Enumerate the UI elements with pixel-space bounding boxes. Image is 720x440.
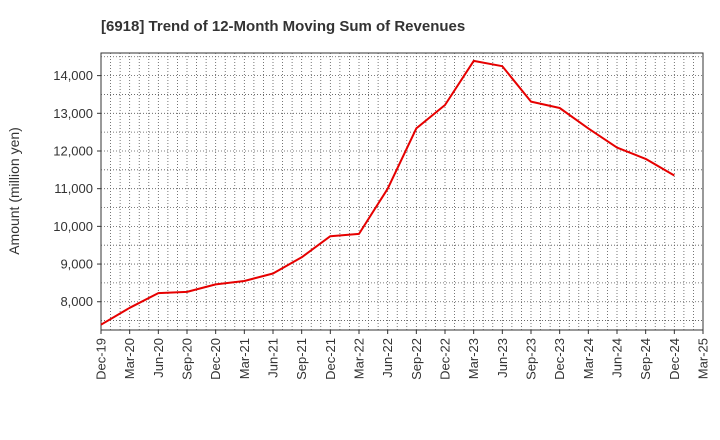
series-line: [100, 59, 675, 326]
y-axis-label: Amount (million yen): [6, 127, 22, 255]
chart-title: [6918] Trend of 12-Month Moving Sum of R…: [101, 18, 465, 35]
x-tick-label: Sep-22: [409, 338, 424, 380]
x-tick-label: Sep-20: [180, 338, 195, 380]
y-tick-label: 10,000: [53, 219, 93, 234]
x-tick-label: Jun-22: [380, 338, 395, 378]
x-tick-label: Mar-25: [696, 338, 711, 379]
x-tick-label: Mar-23: [466, 338, 481, 379]
y-tick-label: 13,000: [53, 106, 93, 121]
x-tick-label: Mar-22: [352, 338, 367, 379]
x-tick-label: Sep-23: [524, 338, 539, 380]
series-layer: [100, 59, 675, 326]
x-tick-label: Mar-21: [237, 338, 252, 379]
grid-lines: [101, 53, 703, 330]
x-tick-label: Dec-20: [208, 338, 223, 380]
y-tick-label: 11,000: [54, 181, 93, 196]
x-tick-label: Dec-23: [552, 338, 567, 380]
y-tick-label: 12,000: [53, 143, 93, 158]
x-tick-labels: Dec-19 Mar-20 Jun-20 Sep-20 Dec-20 Mar-21 Jun-…: [94, 330, 711, 380]
y-tick-label: 14,000: [53, 68, 93, 83]
x-tick-label: Dec-22: [438, 338, 453, 380]
x-tick-label: Jun-24: [610, 338, 625, 378]
y-tick-label: 9,000: [60, 257, 93, 272]
x-tick-label: Dec-24: [667, 338, 682, 380]
x-tick-label: Jun-23: [495, 338, 510, 378]
x-tick-label: Dec-21: [323, 338, 338, 380]
x-tick-label: Sep-24: [638, 338, 653, 380]
plot-frame: [100, 52, 704, 331]
x-tick-label: Mar-20: [122, 338, 137, 379]
x-tick-label: Jun-21: [266, 338, 281, 378]
plot-area: [100, 52, 704, 331]
x-tick-label: Dec-19: [94, 338, 109, 380]
x-tick-label: Mar-24: [581, 338, 596, 379]
y-tick-label: 8,000: [60, 294, 93, 309]
x-tick-label: Jun-20: [151, 338, 166, 378]
y-tick-labels: 8,000 9,000 10,000 11,000 12,000 13,000 14,000: [53, 68, 101, 309]
x-tick-label: Sep-21: [294, 338, 309, 380]
